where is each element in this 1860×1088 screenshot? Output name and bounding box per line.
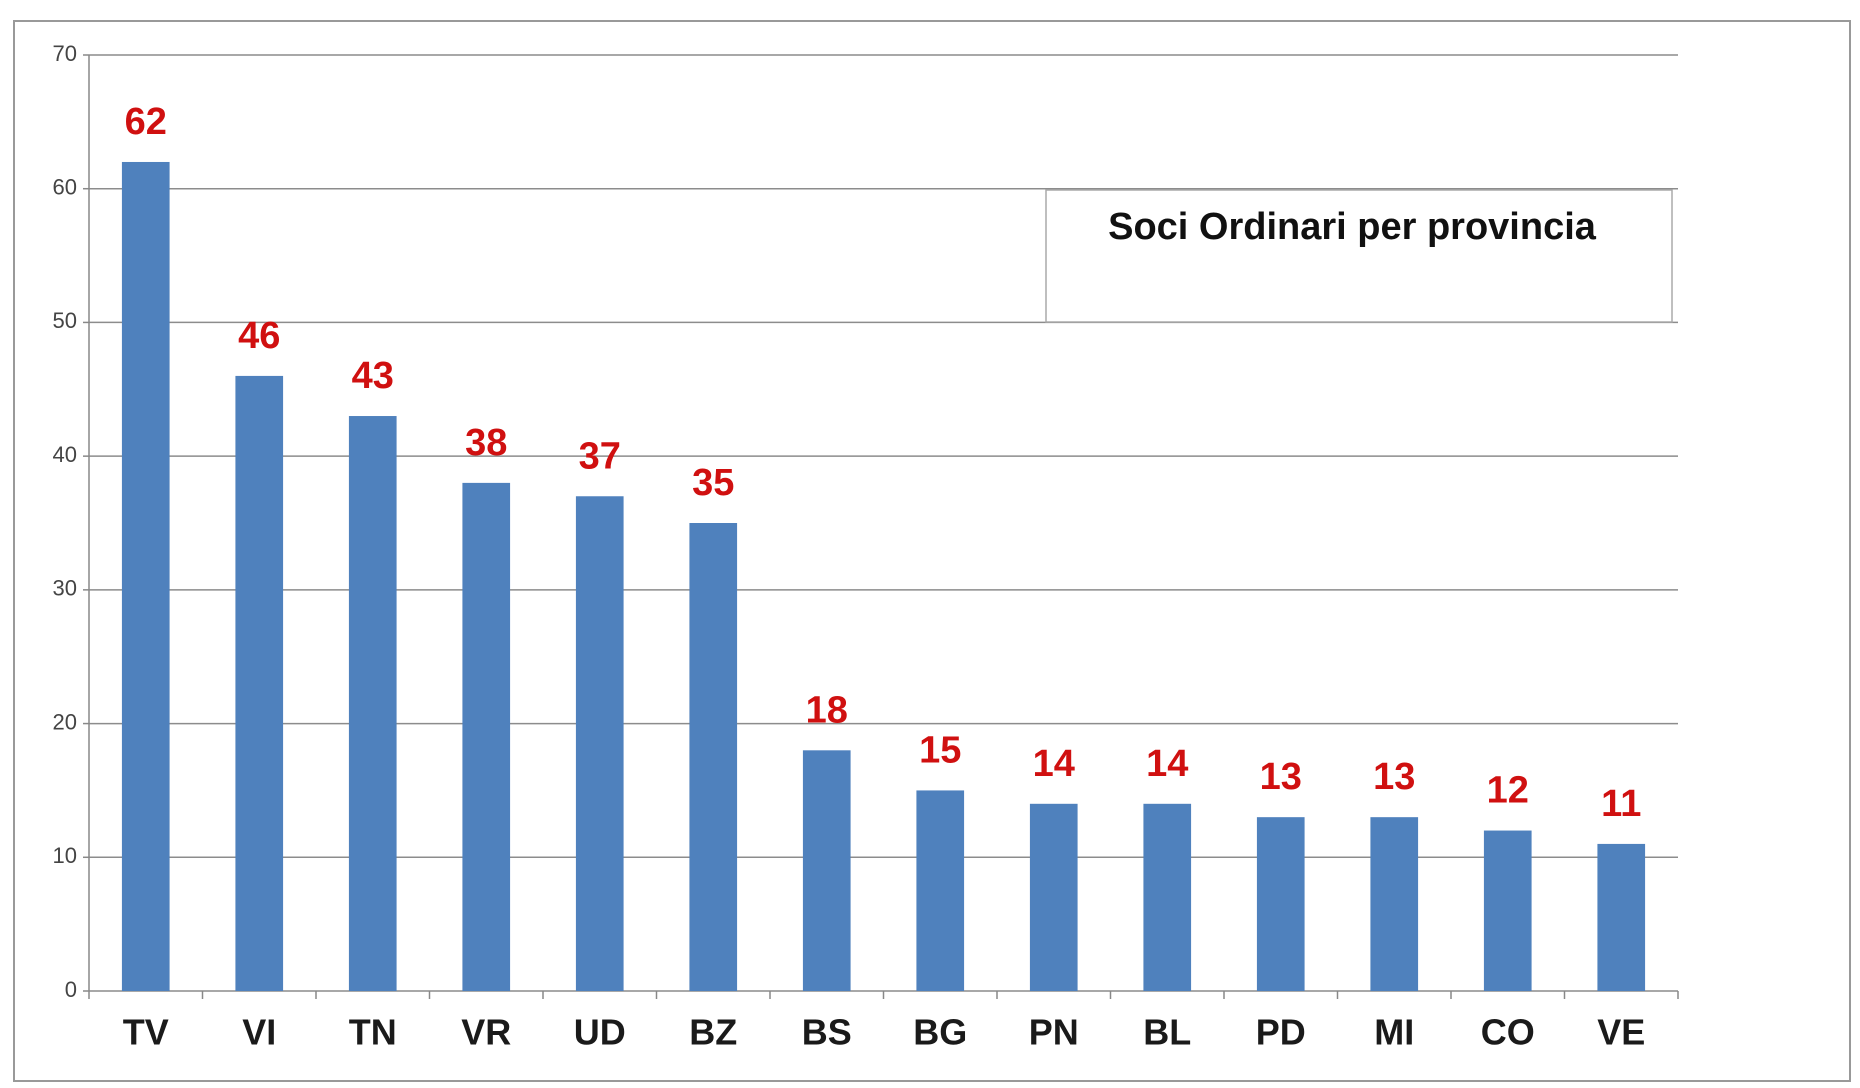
x-tick-label: VI: [242, 1012, 276, 1053]
x-tick-label: CO: [1481, 1012, 1535, 1053]
value-label: 13: [1260, 756, 1302, 798]
value-label: 35: [692, 462, 734, 504]
bar: [916, 790, 965, 991]
y-tick-label: 60: [53, 175, 77, 200]
title-box: [1045, 189, 1673, 323]
value-label: 15: [919, 729, 961, 771]
value-label: 46: [238, 315, 280, 357]
y-tick-label: 20: [53, 709, 77, 734]
plot-area: 0 10 20 30 40 50 60 70 TV 62 VI 46 TN 43 VR 38 UD 37 BZ 35 B…: [53, 41, 1679, 1053]
x-tick-label: BL: [1143, 1012, 1191, 1053]
x-tick-label: BS: [802, 1012, 852, 1053]
bar: [235, 375, 284, 991]
bar: [1143, 803, 1192, 991]
x-tick-label: PD: [1256, 1012, 1306, 1053]
x-tick-label: UD: [574, 1012, 626, 1053]
bar: [689, 523, 738, 991]
x-tick-label: BZ: [689, 1012, 737, 1053]
y-tick-label: 0: [65, 977, 77, 1002]
bar: [462, 482, 511, 991]
x-tick-label: PN: [1029, 1012, 1079, 1053]
bar: [1483, 830, 1532, 991]
bar: [802, 750, 851, 991]
y-tick-label: 50: [53, 308, 77, 333]
value-label: 38: [465, 422, 507, 464]
y-tick-label: 10: [53, 843, 77, 868]
y-tick-label: 70: [53, 41, 77, 66]
bar: [1256, 817, 1305, 991]
y-tick-label: 30: [53, 576, 77, 601]
value-label: 62: [125, 101, 167, 143]
x-tick-label: TV: [123, 1012, 169, 1053]
bar: [1029, 803, 1078, 991]
y-tick-label: 40: [53, 442, 77, 467]
x-tick-label: MI: [1374, 1012, 1414, 1053]
bar: [121, 161, 170, 991]
value-label: 43: [352, 355, 394, 397]
value-label: 37: [579, 435, 621, 477]
x-tick-label: TN: [349, 1012, 397, 1053]
value-label: 18: [806, 689, 848, 731]
x-tick-label: VR: [461, 1012, 511, 1053]
value-label: 13: [1373, 756, 1415, 798]
chart-title: Soci Ordinari per provincia: [1108, 206, 1597, 248]
value-label: 14: [1033, 743, 1075, 785]
x-tick-label: VE: [1597, 1012, 1645, 1053]
value-label: 12: [1487, 770, 1529, 812]
bar: [348, 416, 397, 991]
value-label: 11: [1601, 783, 1641, 825]
value-label: 14: [1146, 743, 1188, 785]
x-tick-label: BG: [913, 1012, 967, 1053]
bar: [1597, 843, 1646, 991]
bar: [575, 496, 624, 991]
bar: [1370, 817, 1419, 991]
